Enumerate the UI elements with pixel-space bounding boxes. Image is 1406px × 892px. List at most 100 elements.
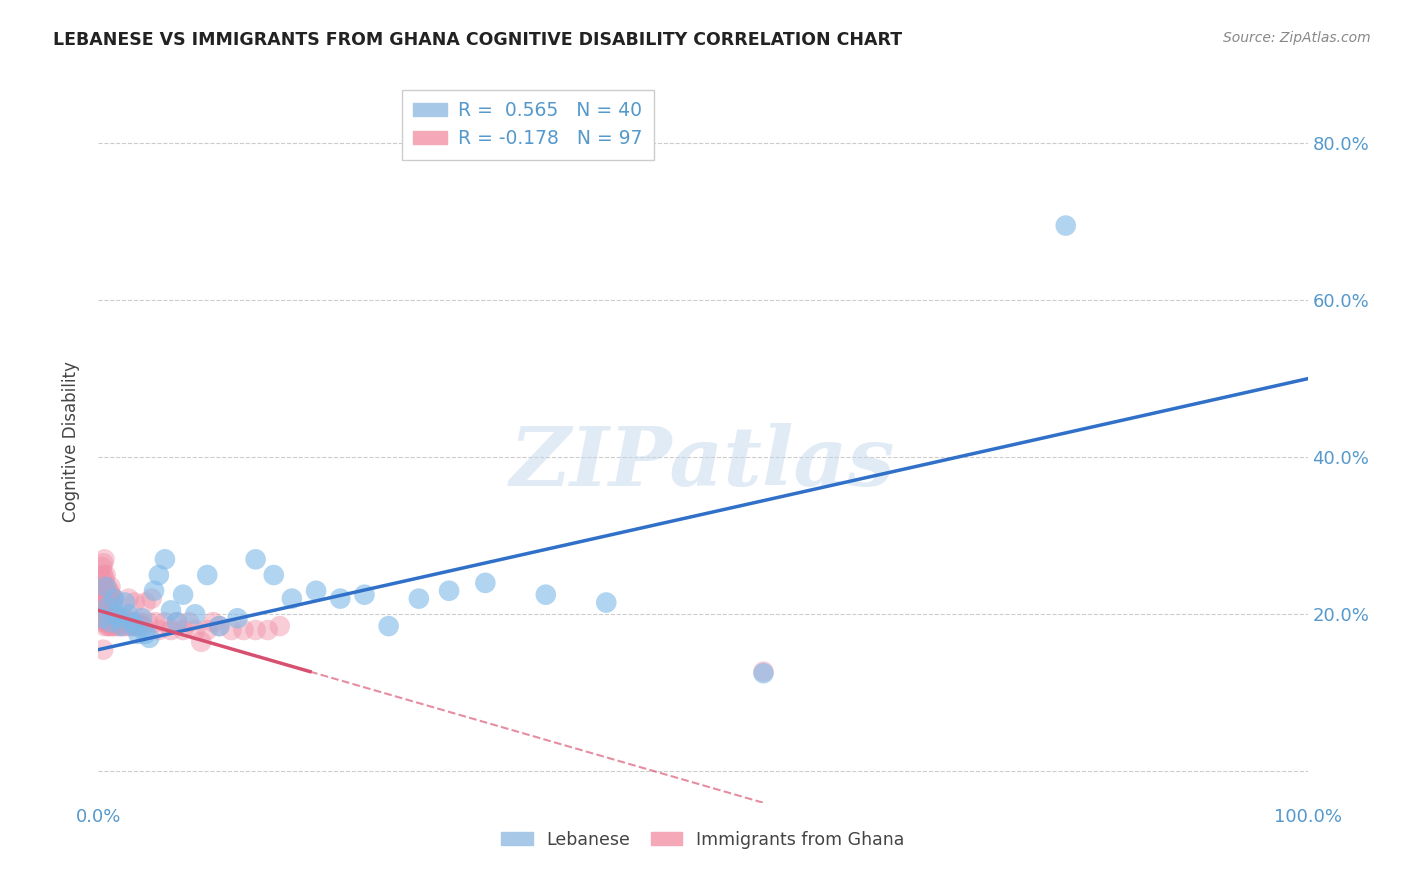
- Point: [128, 619, 150, 633]
- Point: [752, 666, 775, 681]
- Point: [127, 619, 149, 633]
- Point: [118, 615, 141, 630]
- Point: [202, 615, 225, 630]
- Point: [124, 595, 146, 609]
- Point: [103, 591, 125, 606]
- Point: [143, 583, 166, 598]
- Point: [226, 611, 249, 625]
- Point: [91, 583, 114, 598]
- Point: [93, 619, 115, 633]
- Point: [172, 623, 194, 637]
- Point: [131, 611, 153, 625]
- Point: [108, 619, 131, 633]
- Point: [305, 583, 328, 598]
- Point: [100, 591, 122, 606]
- Point: [96, 611, 118, 625]
- Point: [141, 591, 163, 606]
- Point: [100, 619, 122, 633]
- Point: [138, 631, 160, 645]
- Point: [117, 619, 139, 633]
- Point: [166, 615, 188, 630]
- Text: Source: ZipAtlas.com: Source: ZipAtlas.com: [1223, 31, 1371, 45]
- Point: [103, 619, 125, 633]
- Point: [120, 619, 142, 633]
- Point: [96, 580, 118, 594]
- Point: [124, 619, 146, 633]
- Point: [104, 615, 127, 630]
- Point: [91, 568, 114, 582]
- Point: [91, 588, 114, 602]
- Point: [110, 615, 132, 630]
- Point: [208, 619, 231, 633]
- Point: [245, 552, 267, 566]
- Point: [263, 568, 285, 582]
- Point: [118, 607, 141, 622]
- Point: [221, 623, 243, 637]
- Point: [91, 572, 114, 586]
- Point: [408, 591, 430, 606]
- Point: [98, 615, 121, 630]
- Point: [100, 588, 122, 602]
- Point: [105, 615, 128, 630]
- Point: [269, 619, 291, 633]
- Point: [118, 591, 141, 606]
- Point: [115, 615, 138, 630]
- Point: [166, 615, 188, 630]
- Point: [91, 615, 114, 630]
- Point: [172, 588, 194, 602]
- Point: [105, 607, 128, 622]
- Point: [1054, 219, 1077, 233]
- Point: [91, 560, 114, 574]
- Point: [103, 591, 125, 606]
- Point: [93, 552, 115, 566]
- Point: [195, 568, 218, 582]
- Point: [103, 611, 125, 625]
- Point: [127, 615, 149, 630]
- Point: [160, 603, 183, 617]
- Text: ZIPatlas: ZIPatlas: [510, 423, 896, 503]
- Point: [94, 583, 117, 598]
- Point: [153, 552, 176, 566]
- Point: [114, 611, 136, 625]
- Point: [125, 615, 148, 630]
- Point: [97, 595, 120, 609]
- Point: [105, 619, 128, 633]
- Point: [184, 607, 207, 622]
- Point: [110, 619, 132, 633]
- Point: [143, 615, 166, 630]
- Point: [256, 623, 278, 637]
- Point: [122, 619, 145, 633]
- Point: [437, 583, 460, 598]
- Point: [752, 665, 775, 679]
- Point: [107, 611, 129, 625]
- Point: [96, 588, 118, 602]
- Point: [101, 595, 124, 609]
- Point: [101, 615, 124, 630]
- Point: [94, 607, 117, 622]
- Point: [100, 611, 122, 625]
- Point: [127, 627, 149, 641]
- Point: [91, 611, 114, 625]
- Point: [91, 580, 114, 594]
- Point: [94, 568, 117, 582]
- Point: [100, 607, 122, 622]
- Point: [121, 615, 143, 630]
- Point: [100, 615, 122, 630]
- Point: [93, 611, 115, 625]
- Point: [93, 588, 115, 602]
- Point: [184, 623, 207, 637]
- Point: [148, 568, 170, 582]
- Point: [377, 619, 399, 633]
- Point: [100, 611, 122, 625]
- Point: [353, 588, 375, 602]
- Point: [98, 591, 121, 606]
- Point: [94, 615, 117, 630]
- Point: [97, 619, 120, 633]
- Point: [135, 627, 157, 641]
- Point: [232, 623, 254, 637]
- Point: [135, 595, 157, 609]
- Text: LEBANESE VS IMMIGRANTS FROM GHANA COGNITIVE DISABILITY CORRELATION CHART: LEBANESE VS IMMIGRANTS FROM GHANA COGNIT…: [53, 31, 903, 49]
- Point: [245, 623, 267, 637]
- Point: [281, 591, 304, 606]
- Point: [91, 556, 114, 570]
